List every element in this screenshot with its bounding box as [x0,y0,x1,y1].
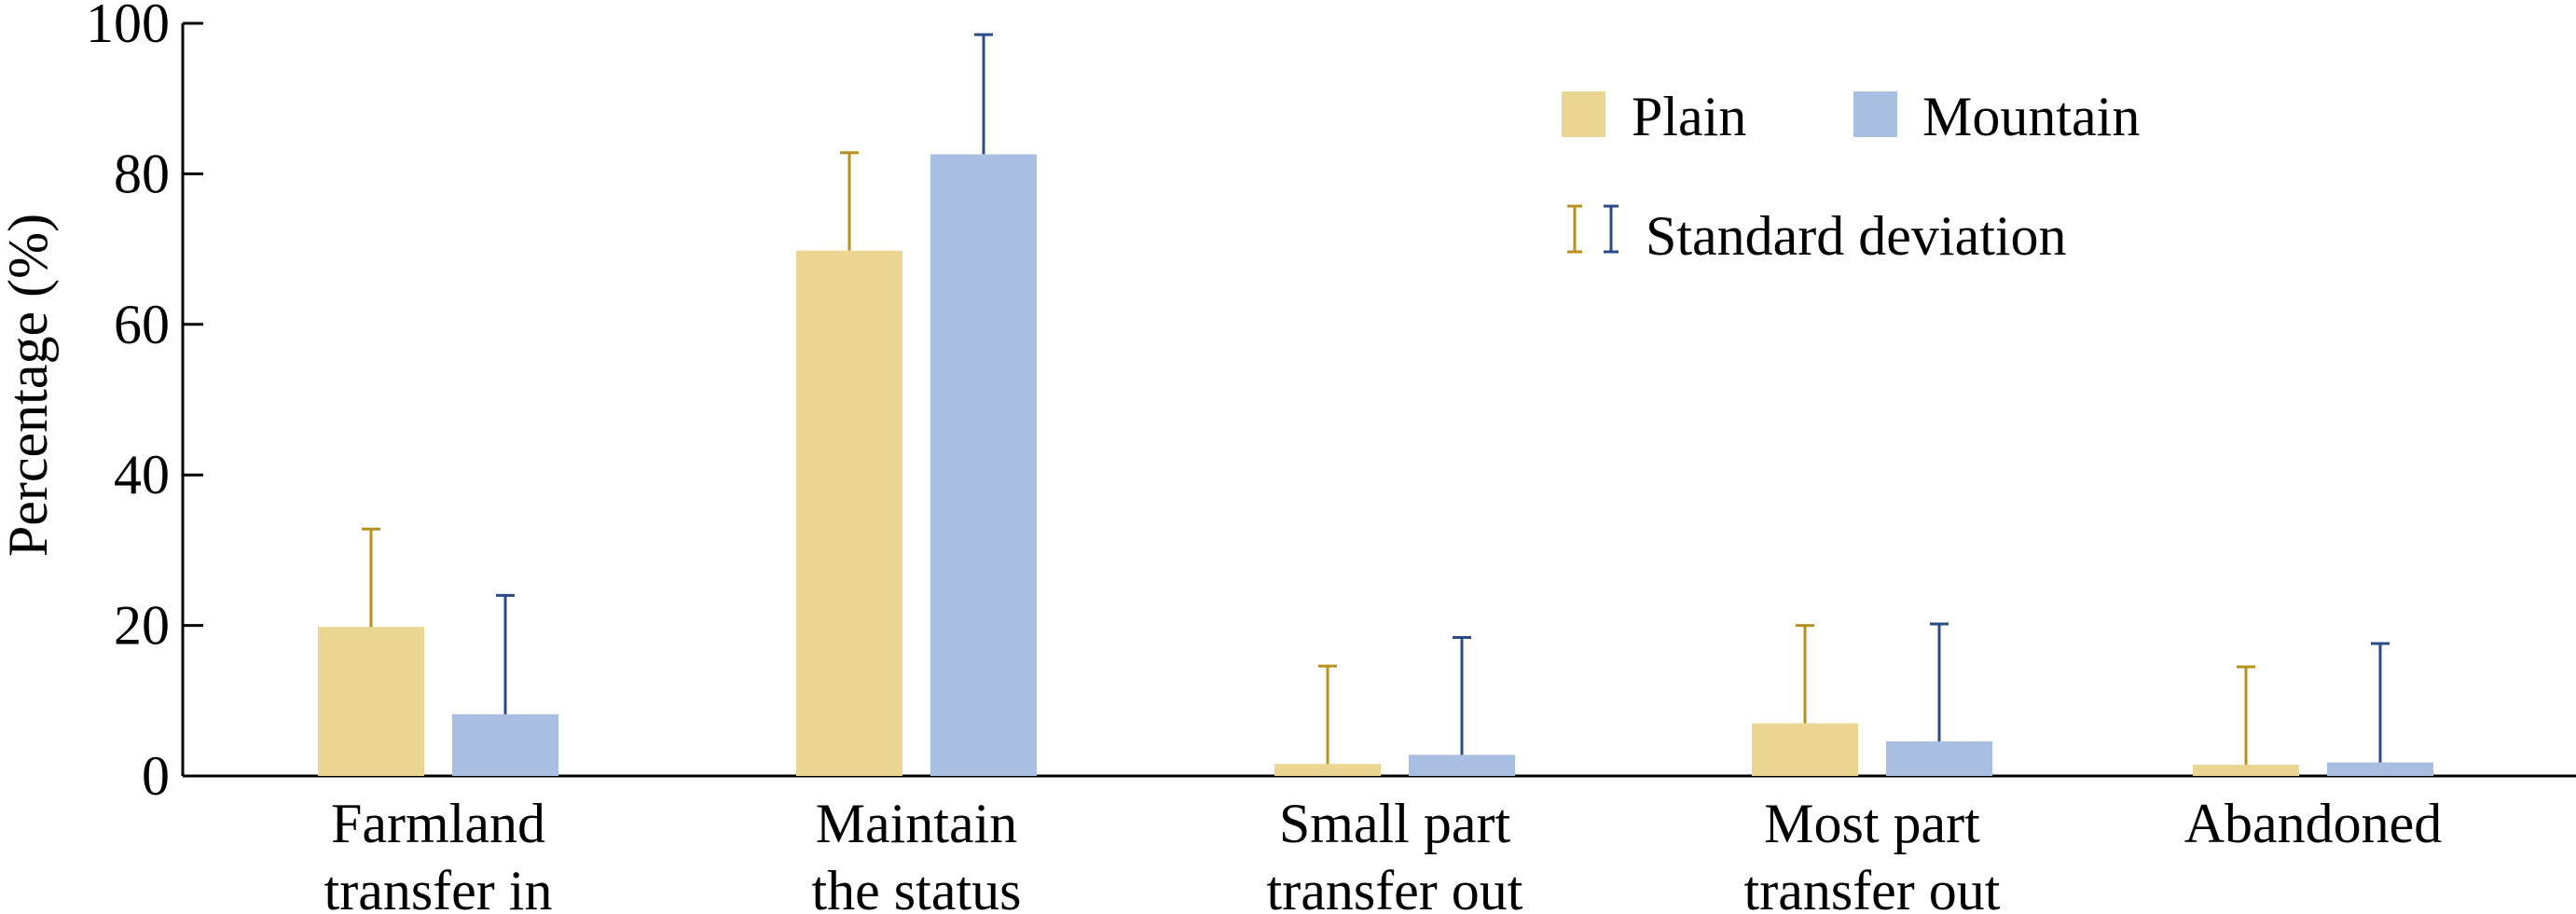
x-category-label: Farmland [331,793,545,854]
y-axis: 0 20 40 60 80 100 [86,0,203,807]
legend-error-icon-plain [1567,204,1582,254]
legend-swatch-plain [1562,91,1605,137]
y-tick-label: 100 [86,0,170,54]
bar-plain [1274,764,1381,776]
category-labels: Farmland transfer in Maintain the status Sma… [324,793,2443,914]
legend-label-standard-deviation: Standard deviation [1646,205,2067,267]
y-tick-label: 0 [142,745,170,807]
bar-plain [796,250,902,776]
x-category-label: Maintain [816,793,1018,854]
legend-label-mountain: Mountain [1922,86,2140,147]
legend-label-plain: Plain [1632,86,1746,147]
x-category-label: the status [812,860,1022,914]
bar-mountain [452,713,558,776]
x-category-label: transfer out [1744,860,2001,914]
bar-mountain [930,154,1037,777]
y-axis-title: Percentage (%) [0,214,59,557]
x-category-label: transfer out [1267,860,1523,914]
bars [318,154,2433,777]
bar-plain [1752,723,1858,776]
y-tick-label: 20 [114,595,170,657]
y-tick-label: 60 [114,294,170,355]
legend-swatch-mountain [1853,91,1897,137]
x-category-label: Abandoned [2184,793,2443,854]
legend-error-icon-mountain [1604,204,1619,254]
bar-plain [2193,764,2299,776]
x-category-label: Small part [1279,793,1511,854]
x-category-label: transfer in [324,860,553,914]
bar-plain [318,627,424,776]
bar-mountain [1886,741,1992,776]
bar-mountain [1409,755,1515,776]
x-category-label: Most part [1764,793,1980,854]
legend: Plain Mountain Standard deviation [1562,86,2140,267]
y-tick-label: 80 [114,143,170,204]
bar-mountain [2327,762,2433,776]
y-tick-label: 40 [114,444,170,505]
error-bars [362,33,2390,765]
